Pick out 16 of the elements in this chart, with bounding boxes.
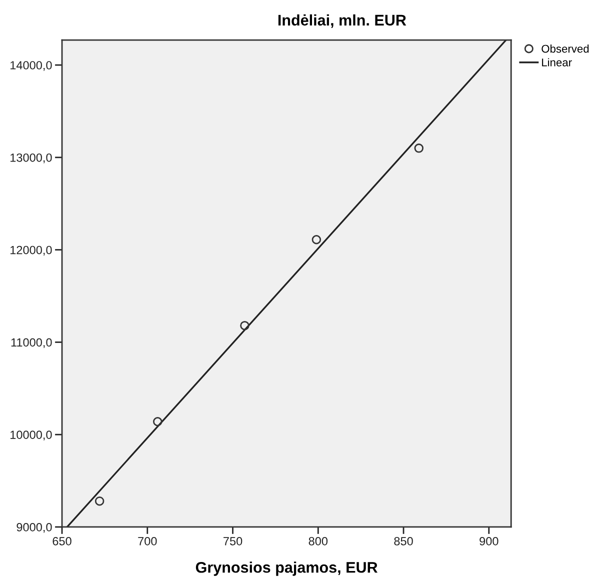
x-tick-label: 750	[224, 537, 242, 546]
legend-label: Observed	[542, 44, 589, 53]
chart-title: Indėliai, mln. EUR	[278, 14, 406, 28]
y-tick-label: 13000,0	[10, 153, 52, 164]
y-tick-label: 9000,0	[16, 523, 52, 533]
x-tick-label: 650	[52, 537, 72, 546]
x-tick-label: 700	[138, 537, 157, 546]
legend-label: Linear	[542, 58, 572, 66]
y-tick-label: 14000,0	[10, 61, 52, 71]
x-tick-label: 800	[308, 537, 328, 546]
y-tick-label: 10000,0	[10, 430, 52, 440]
x-tick-label: 900	[480, 537, 498, 546]
x-axis-title: Grynosios pajamos, EUR	[196, 562, 378, 576]
y-tick-label: 11000,0	[11, 338, 52, 348]
y-tick-label: 12000,0	[10, 246, 52, 256]
x-tick-label: 850	[394, 537, 413, 546]
